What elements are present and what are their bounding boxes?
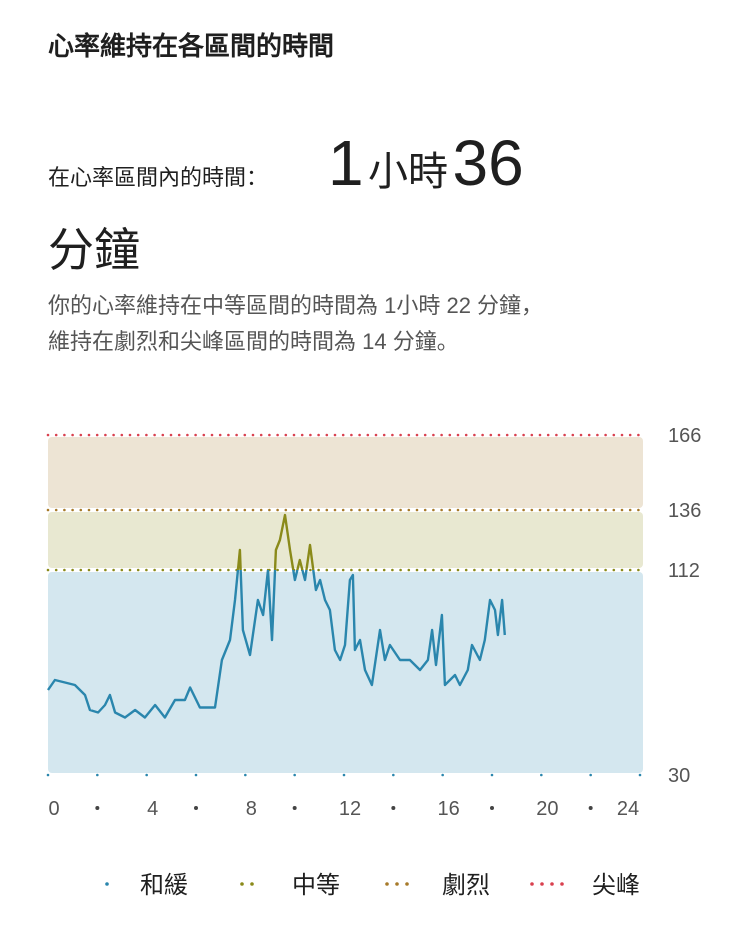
legend-marker: [105, 882, 109, 886]
x-tick-label: 0: [48, 798, 59, 820]
hours-unit: 小時: [368, 150, 448, 194]
legend-label: 中等: [292, 872, 340, 899]
x-minor-dot: [490, 806, 494, 810]
hours: 1: [328, 127, 364, 199]
legend-marker: [405, 882, 409, 886]
card-title: 心率維持在各區間的時間: [48, 31, 334, 61]
x-minor-dot: [95, 806, 100, 810]
legend-marker: [560, 882, 564, 886]
y-tick-label: 166: [668, 425, 701, 447]
x-tick-label: 20: [536, 798, 558, 820]
heart-rate-line: [47, 513, 506, 719]
x-minor-dot: [194, 806, 198, 810]
zone-band: [48, 512, 643, 568]
legend-marker: [385, 882, 389, 886]
x-tick-label: 16: [438, 798, 460, 820]
x-tick-label: 12: [339, 798, 361, 820]
y-tick-label: 136: [668, 500, 701, 522]
minutes: 36: [453, 127, 524, 199]
summary-value: 1 小時 36: [328, 127, 524, 199]
legend-marker: [250, 882, 254, 886]
heart-rate-chart: 30 112 136 166 0 4 8 12 16 20 24 和緩 中等 劇烈 尖峰: [46, 425, 701, 899]
legend-marker: [395, 882, 399, 886]
y-tick-label: 30: [668, 765, 690, 787]
x-minor-dot: [588, 806, 593, 810]
legend-label: 和緩: [140, 872, 188, 899]
legend-label: 劇烈: [442, 872, 490, 899]
legend-marker: [240, 882, 244, 886]
description-line: 維持在劇烈和尖峰區間的時間為 14 分鐘。: [48, 329, 459, 354]
legend-marker: [550, 882, 554, 886]
y-tick-label: 112: [668, 560, 700, 582]
zone-band: [48, 437, 643, 508]
legend-marker: [530, 882, 534, 886]
x-minor-dot: [391, 806, 396, 810]
x-tick-label: 8: [246, 798, 257, 820]
x-tick-label: 4: [147, 798, 158, 820]
legend-marker: [540, 882, 544, 886]
x-tick-label: 24: [617, 798, 639, 820]
minutes-unit: 分鐘: [48, 224, 140, 276]
zone-band: [48, 572, 643, 773]
legend-label: 尖峰: [592, 872, 640, 899]
summary-label: 在心率區間內的時間：: [48, 165, 268, 190]
x-minor-dot: [292, 806, 297, 810]
description-line: 你的心率維持在中等區間的時間為 1小時 22 分鐘，: [48, 293, 543, 318]
